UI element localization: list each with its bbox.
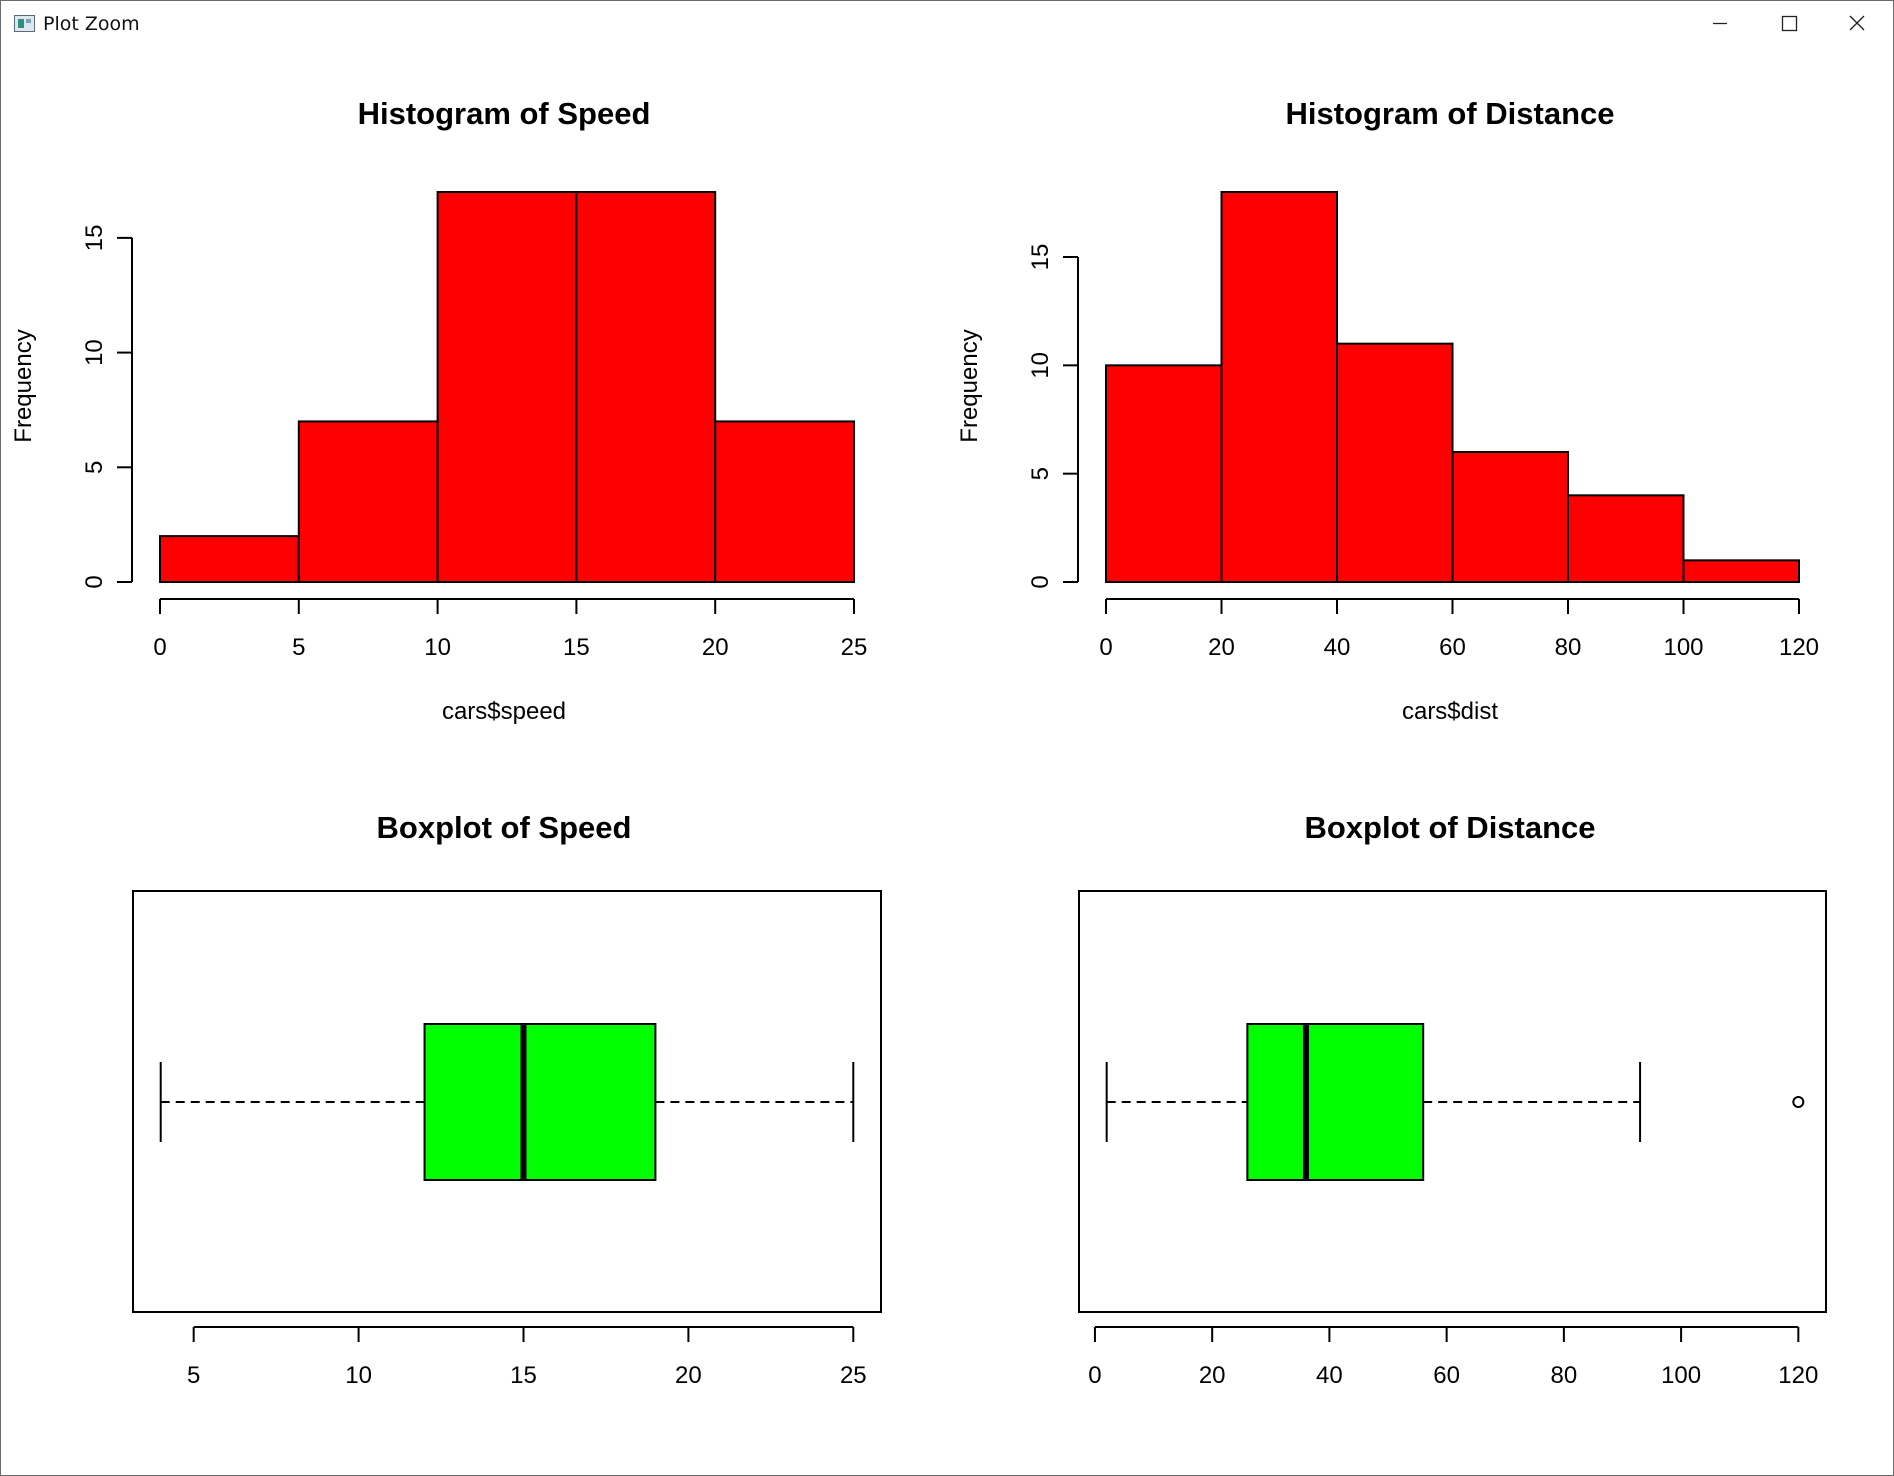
plot-frame — [132, 890, 882, 1313]
bar-20-40 — [1220, 191, 1338, 583]
x-tick-label: 0 — [1099, 634, 1112, 661]
minimize-button[interactable] — [1686, 1, 1754, 47]
x-tick-label: 120 — [1778, 1362, 1818, 1389]
x-tick-label: 10 — [424, 634, 451, 661]
bar-80-100 — [1567, 494, 1685, 584]
title-bar[interactable]: Plot Zoom — [1, 1, 1893, 47]
bar-20-25 — [714, 420, 856, 584]
iqr-box — [1246, 1023, 1425, 1181]
bar-0-20 — [1105, 364, 1223, 584]
y-tick-label: 5 — [1027, 467, 1054, 480]
x-axis: 0 20 40 60 80 100 120 — [1099, 598, 1819, 661]
close-icon — [1849, 15, 1865, 31]
x-tick-label: 5 — [187, 1362, 200, 1389]
y-tick-label: 0 — [1027, 575, 1054, 588]
x-tick-label: 100 — [1663, 634, 1703, 661]
x-tick-label: 20 — [1208, 634, 1235, 661]
bar-40-60 — [1336, 342, 1454, 583]
chart-title: Histogram of Distance — [1285, 96, 1614, 131]
histogram-speed: Histogram of Speed 0 5 10 15 20 25 0 5 10 15 car… — [10, 96, 867, 725]
close-button[interactable] — [1823, 1, 1891, 47]
y-tick-label: 5 — [81, 461, 108, 474]
x-tick-label: 20 — [1199, 1362, 1226, 1389]
bar-5-10 — [297, 420, 439, 584]
y-tick-label: 15 — [81, 225, 108, 252]
x-tick-label: 25 — [840, 1362, 867, 1389]
window-title: Plot Zoom — [43, 13, 140, 35]
y-tick-label: 10 — [1027, 352, 1054, 379]
boxplot-speed: Boxplot of Speed 5 10 15 20 25 — [132, 810, 882, 1389]
x-tick-label: 10 — [345, 1362, 372, 1389]
x-tick-label: 40 — [1316, 1362, 1343, 1389]
x-tick-label: 25 — [841, 634, 868, 661]
boxplot-box — [1105, 1023, 1805, 1181]
x-tick-label: 40 — [1324, 634, 1351, 661]
minimize-icon — [1713, 22, 1727, 25]
histogram-distance: Histogram of Distance 0 20 40 60 80 100 120 0 5… — [956, 96, 1819, 725]
bar-100-120 — [1682, 559, 1800, 583]
chart-title: Boxplot of Distance — [1304, 810, 1595, 845]
maximize-icon — [1781, 15, 1798, 32]
y-axis: 0 5 10 15 — [81, 225, 133, 589]
x-tick-label: 60 — [1439, 634, 1466, 661]
plot-frame — [1078, 890, 1827, 1313]
y-tick-label: 10 — [81, 339, 108, 366]
histogram-bars — [1105, 191, 1800, 584]
y-axis-label: Frequency — [10, 329, 37, 442]
x-axis: 5 10 15 20 25 — [187, 1326, 867, 1389]
x-tick-label: 15 — [510, 1362, 537, 1389]
boxplot-distance: Boxplot of Distance 0 20 40 60 80 100 120 — [1078, 810, 1827, 1389]
x-tick-label: 120 — [1779, 634, 1819, 661]
x-tick-label: 20 — [702, 634, 729, 661]
x-tick-label: 0 — [153, 634, 166, 661]
histogram-bars — [159, 191, 856, 584]
x-tick-label: 60 — [1433, 1362, 1460, 1389]
x-tick-label: 20 — [675, 1362, 702, 1389]
y-tick-label: 0 — [81, 575, 108, 588]
plot-canvas: Histogram of Speed 0 5 10 15 20 25 0 5 10 15 car… — [10, 96, 1827, 1389]
x-axis: 0 5 10 15 20 25 — [153, 598, 868, 661]
x-tick-label: 0 — [1088, 1362, 1101, 1389]
x-tick-label: 100 — [1661, 1362, 1701, 1389]
x-tick-label: 5 — [292, 634, 305, 661]
x-tick-label: 80 — [1551, 1362, 1578, 1389]
bar-60-80 — [1451, 451, 1569, 583]
x-axis: 0 20 40 60 80 100 120 — [1088, 1326, 1818, 1389]
outlier-point — [1792, 1096, 1805, 1108]
y-axis-label: Frequency — [956, 329, 983, 442]
iqr-box — [423, 1023, 657, 1181]
x-tick-label: 80 — [1555, 634, 1582, 661]
boxplot-box — [159, 1023, 855, 1181]
bar-0-5 — [159, 535, 300, 584]
chart-title: Boxplot of Speed — [377, 810, 632, 845]
y-axis: 0 5 10 15 — [1027, 244, 1079, 589]
x-axis-label: cars$dist — [1402, 698, 1498, 725]
bar-15-20 — [575, 191, 717, 583]
y-tick-label: 15 — [1027, 244, 1054, 271]
bar-10-15 — [436, 191, 578, 583]
plot-window-icon — [14, 15, 35, 32]
maximize-button[interactable] — [1754, 1, 1822, 47]
x-tick-label: 15 — [563, 634, 590, 661]
x-axis-label: cars$speed — [442, 698, 566, 725]
chart-title: Histogram of Speed — [358, 96, 651, 131]
